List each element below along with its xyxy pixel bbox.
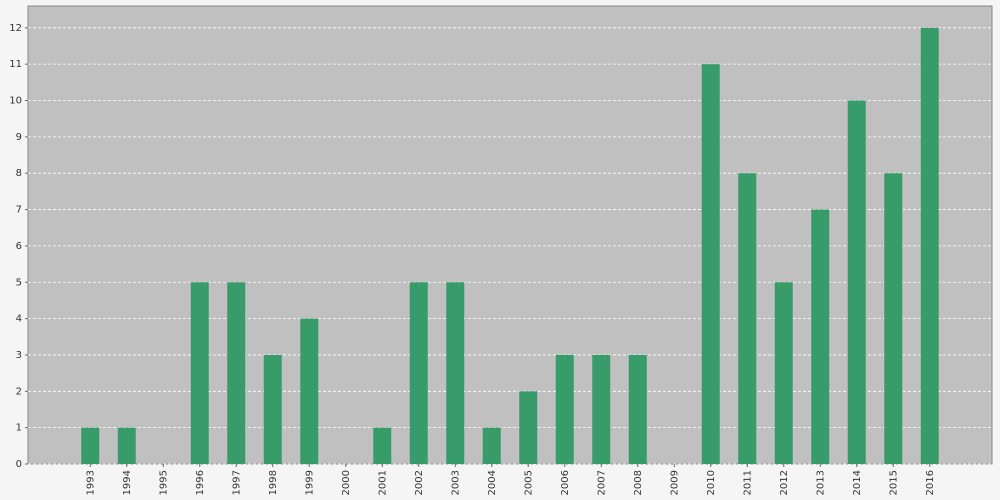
- y-tick-label: 1: [16, 423, 22, 434]
- bar: [263, 354, 282, 464]
- bar: [811, 209, 830, 464]
- x-tick-label: 1994: [122, 470, 133, 495]
- x-tick-label: 1999: [304, 470, 315, 495]
- bar: [300, 318, 319, 464]
- x-tick-label: 2012: [779, 470, 790, 495]
- bar: [884, 173, 903, 464]
- y-tick-label: 6: [16, 241, 22, 252]
- x-tick-label: 2009: [669, 470, 680, 495]
- y-tick-label: 0: [16, 459, 22, 470]
- x-tick-label: 2000: [341, 470, 352, 495]
- bar: [446, 282, 465, 464]
- y-tick-label: 10: [9, 96, 22, 107]
- bar: [920, 27, 939, 465]
- bar: [628, 354, 647, 464]
- x-tick-label: 2003: [450, 470, 461, 495]
- y-tick-label: 9: [16, 132, 22, 143]
- x-tick-label: 2008: [633, 470, 644, 495]
- x-tick-label: 2010: [706, 470, 717, 495]
- x-tick-label: 2007: [596, 470, 607, 495]
- y-tick-label: 3: [16, 350, 22, 361]
- bar: [738, 173, 757, 464]
- y-tick-label: 7: [16, 205, 22, 216]
- bar: [592, 354, 611, 464]
- bar: [409, 282, 428, 464]
- x-tick-label: 1996: [195, 470, 206, 495]
- bar: [117, 427, 136, 464]
- bar: [774, 282, 793, 464]
- x-tick-label: 2016: [925, 470, 936, 495]
- x-tick-label: 1998: [268, 470, 279, 495]
- bar: [227, 282, 246, 464]
- bar: [847, 100, 866, 464]
- x-tick-label: 2011: [742, 470, 753, 495]
- x-tick-label: 1997: [231, 470, 242, 495]
- x-tick-label: 2004: [487, 470, 498, 495]
- plot-area: [27, 5, 993, 465]
- bar: [555, 354, 574, 464]
- y-tick-label: 11: [9, 59, 22, 70]
- y-tick-label: 8: [16, 168, 22, 179]
- x-tick-label: 2006: [560, 470, 571, 495]
- x-tick-label: 1995: [158, 470, 169, 495]
- bar: [190, 282, 209, 464]
- bar: [519, 391, 538, 464]
- bar: [373, 427, 392, 464]
- x-tick-label: 2013: [815, 470, 826, 495]
- y-tick-label: 5: [16, 277, 22, 288]
- x-tick-label: 2001: [377, 470, 388, 495]
- x-tick-label: 1993: [85, 470, 96, 495]
- x-tick-label: 2015: [888, 470, 899, 495]
- x-tick-label: 2014: [852, 470, 863, 495]
- bar: [81, 427, 100, 464]
- bar: [701, 64, 720, 465]
- y-tick-label: 4: [16, 314, 22, 325]
- x-tick-label: 2005: [523, 470, 534, 495]
- y-tick-label: 2: [16, 386, 22, 397]
- x-tick-label: 2002: [414, 470, 425, 495]
- bar: [482, 427, 501, 464]
- y-tick-label: 12: [9, 23, 22, 34]
